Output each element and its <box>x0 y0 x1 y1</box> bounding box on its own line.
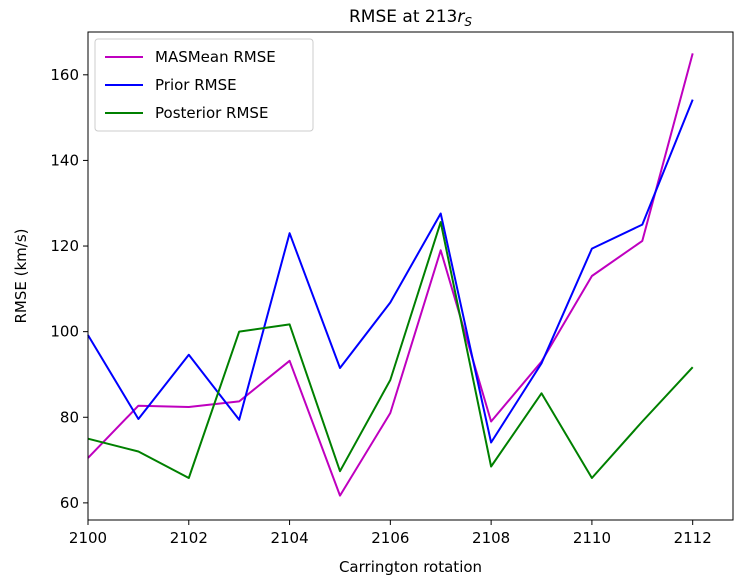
y-tick-label: 100 <box>50 323 79 341</box>
x-tick-label: 2108 <box>472 529 510 547</box>
y-tick-label: 160 <box>50 66 79 84</box>
legend: MASMean RMSE Prior RMSE Posterior RMSE <box>94 38 314 132</box>
y-tick-label: 120 <box>50 237 79 255</box>
x-tick-label: 2100 <box>69 529 107 547</box>
series-layer <box>87 53 694 497</box>
chart-title: RMSE at 213rS <box>349 7 472 29</box>
y-tick-label: 60 <box>60 494 79 512</box>
legend-label: Prior RMSE <box>155 76 237 94</box>
x-tick-label: 2102 <box>170 529 208 547</box>
legend-box <box>94 38 314 132</box>
x-tick-label: 2112 <box>674 529 712 547</box>
legend-label: Posterior RMSE <box>155 104 268 122</box>
series-line-2 <box>87 221 694 479</box>
axes-layer: 2100 2102 2104 2106 2108 2110 2112 60 80 100 120 14… <box>50 31 734 547</box>
x-tick-label: 2104 <box>270 529 308 547</box>
series-line-1 <box>87 99 694 444</box>
y-tick-label: 80 <box>60 408 79 426</box>
legend-label: MASMean RMSE <box>155 48 276 66</box>
y-axis-label: RMSE (km/s) <box>12 228 30 323</box>
y-tick-label: 140 <box>50 151 79 169</box>
x-axis-label: Carrington rotation <box>339 558 482 576</box>
x-tick-label: 2106 <box>371 529 409 547</box>
x-tick-label: 2110 <box>573 529 611 547</box>
plot-frame <box>87 31 734 521</box>
series-line-0 <box>87 53 694 497</box>
